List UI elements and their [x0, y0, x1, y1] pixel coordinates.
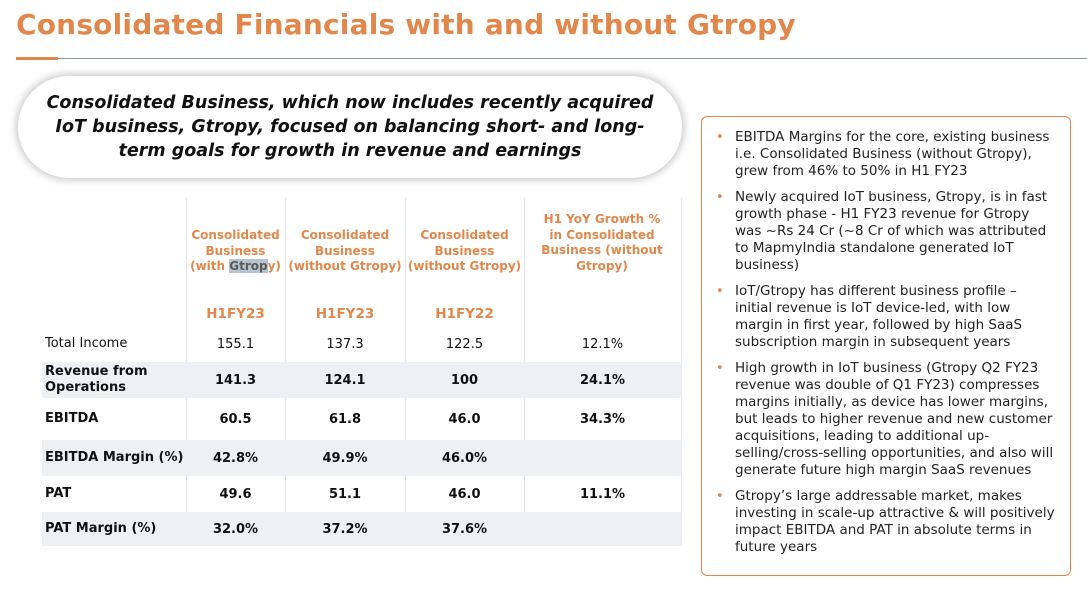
- table-row: EBITDA 60.5 61.8 46.0 34.3%: [42, 398, 682, 440]
- table-cell: 60.5: [219, 411, 252, 427]
- row-label: Revenue from Operations: [45, 364, 148, 395]
- table-cell: 49.9%: [322, 450, 368, 466]
- list-item: • IoT/Gtropy has different business profi…: [702, 283, 1056, 351]
- bullet-icon: •: [716, 489, 724, 504]
- table-cell: 155.1: [216, 336, 255, 352]
- list-item: • Gtropy’s large addressable market, make…: [702, 488, 1056, 556]
- table-cell: 122.5: [445, 336, 484, 352]
- column-header-text: Consolidated Business (without Gtropy): [407, 228, 522, 273]
- callout-bubble: Consolidated Business, which now include…: [18, 76, 682, 178]
- page-title: Consolidated Financials with and without…: [16, 8, 796, 41]
- column-header-consolidated-without-gtropy-fy22: Consolidated Business (without Gtropy): [405, 228, 524, 275]
- row-label: EBITDA: [45, 411, 99, 426]
- column-header-yoy-growth: H1 YoY Growth % in Consolidated Business…: [540, 212, 664, 274]
- table-cell: 11.1%: [579, 486, 626, 502]
- row-label: EBITDA Margin (%): [45, 450, 184, 465]
- table-cell: 49.6: [219, 486, 252, 502]
- table-cell: 46.0: [448, 411, 481, 427]
- table-cell: 137.3: [326, 336, 364, 352]
- table-cell: 141.3: [214, 372, 257, 388]
- table-row: Revenue from Operations 141.3 124.1 100 …: [42, 362, 682, 398]
- column-header-text: y): [267, 259, 281, 273]
- bullet-icon: •: [716, 361, 724, 376]
- bullet-text: Newly acquired IoT business, Gtropy, is …: [735, 189, 1048, 273]
- bullet-text: High growth in IoT business (Gtropy Q2 F…: [735, 360, 1054, 478]
- table-cell: 42.8%: [212, 450, 259, 466]
- period-label: H1FY23: [315, 306, 375, 322]
- bullet-text: IoT/Gtropy has different business profil…: [735, 283, 1023, 350]
- table-row: PAT 49.6 51.1 46.0 11.1%: [42, 476, 682, 512]
- table-cell: 32.0%: [212, 521, 259, 537]
- table-cell: [524, 512, 681, 546]
- period-label: H1FY22: [435, 306, 494, 322]
- row-label: PAT Margin (%): [45, 521, 157, 536]
- table-row: PAT Margin (%) 32.0% 37.2% 37.6%: [42, 512, 682, 546]
- bullet-text: Gtropy’s large addressable market, makes…: [735, 488, 1055, 555]
- table-row: EBITDA Margin (%) 42.8% 49.9% 46.0%: [42, 440, 682, 476]
- highlighted-text: Gtrop: [229, 259, 268, 273]
- column-header-text: H1 YoY Growth % in Consolidated Business…: [541, 212, 663, 273]
- table-cell: 12.1%: [581, 336, 624, 352]
- period-label: H1FY23: [206, 306, 265, 322]
- column-header-consolidated-without-gtropy-fy23: Consolidated Business (without Gtropy): [285, 228, 405, 275]
- title-divider: [16, 58, 1087, 59]
- title-accent-bar: [16, 57, 58, 60]
- financials-table: Consolidated Business (with Gtropy) Cons…: [42, 198, 682, 546]
- callout-text: Consolidated Business, which now include…: [46, 93, 654, 161]
- bullet-icon: •: [716, 284, 724, 299]
- bullet-icon: •: [716, 130, 724, 145]
- row-label: Total Income: [45, 336, 128, 351]
- table-cell: 37.2%: [322, 521, 368, 537]
- commentary-list: • EBITDA Margins for the core, existing b…: [702, 117, 1070, 556]
- commentary-box: • EBITDA Margins for the core, existing b…: [701, 116, 1071, 576]
- table-cell: 46.0: [448, 486, 481, 502]
- table-cell: 37.6%: [441, 521, 488, 537]
- row-label: PAT: [45, 486, 72, 501]
- table-cell: 46.0%: [441, 450, 488, 466]
- table-cell: 51.1: [328, 486, 362, 502]
- table-cell: 124.1: [324, 372, 366, 388]
- table-row: Total Income 155.1 137.3 122.5 12.1%: [42, 326, 682, 362]
- table-cell: 34.3%: [579, 411, 626, 427]
- list-item: • Newly acquired IoT business, Gtropy, is…: [702, 189, 1056, 274]
- table-cell: [524, 440, 681, 476]
- bullet-icon: •: [716, 190, 724, 205]
- list-item: • EBITDA Margins for the core, existing b…: [702, 129, 1056, 180]
- table-cell: 24.1%: [579, 372, 626, 388]
- column-header-text: Consolidated Business (with: [190, 228, 280, 273]
- table-cell: 100: [450, 372, 479, 388]
- list-item: • High growth in IoT business (Gtropy Q2 …: [702, 360, 1056, 479]
- table-cell: 61.8: [328, 411, 362, 427]
- bullet-text: EBITDA Margins for the core, existing bu…: [735, 129, 1050, 179]
- column-header-consolidated-with-gtropy: Consolidated Business (with Gtropy): [186, 228, 285, 275]
- column-header-text: Consolidated Business (without Gtropy): [288, 228, 402, 273]
